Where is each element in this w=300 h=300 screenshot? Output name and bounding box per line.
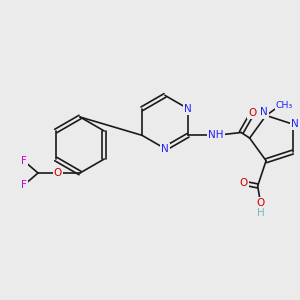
Text: NH: NH bbox=[208, 130, 224, 140]
Text: O: O bbox=[256, 198, 265, 208]
Text: N: N bbox=[184, 104, 192, 114]
Text: F: F bbox=[21, 180, 27, 190]
Text: N: N bbox=[291, 119, 298, 129]
Text: H: H bbox=[256, 208, 264, 218]
Text: N: N bbox=[260, 107, 268, 118]
Text: CH₃: CH₃ bbox=[275, 101, 293, 110]
Text: O: O bbox=[240, 178, 248, 188]
Text: O: O bbox=[54, 168, 62, 178]
Text: N: N bbox=[161, 144, 169, 154]
Text: O: O bbox=[248, 108, 256, 118]
Text: F: F bbox=[21, 156, 27, 166]
